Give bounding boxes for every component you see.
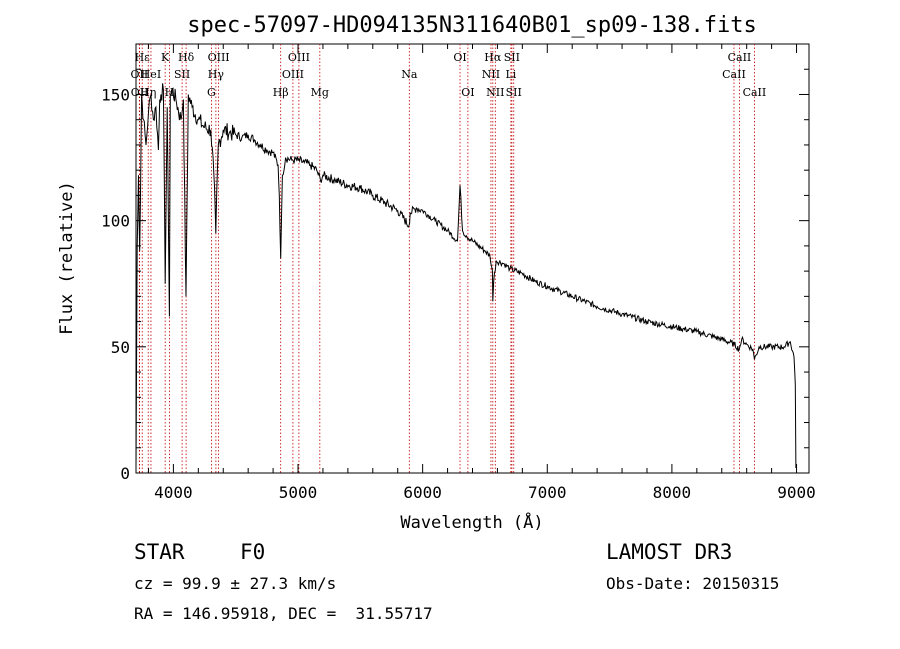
line-label: SII: [504, 51, 520, 64]
line-label: Hδ: [178, 51, 195, 64]
line-label: Li: [505, 68, 516, 81]
object-class: STAR: [134, 540, 185, 564]
coordinates: RA = 146.95918, DEC = 31.55717: [134, 604, 433, 623]
spectrum-line: [135, 83, 797, 469]
y-axis-label: Flux (relative): [57, 181, 77, 335]
line-label: Mg: [311, 86, 329, 99]
emission-line-markers: [138, 44, 755, 473]
survey-name: LAMOST DR3: [606, 540, 733, 564]
line-label: OI: [453, 51, 466, 64]
line-label: CaII: [728, 51, 752, 64]
line-label: Hβ: [273, 86, 289, 99]
y-axis-ticks: 0 50 100 150: [101, 68, 809, 483]
line-label: Hα: [484, 51, 502, 64]
line-label: OII: [131, 68, 149, 81]
line-label: CaII: [722, 68, 746, 81]
line-label: SII: [506, 86, 522, 99]
line-label: CaII: [743, 86, 767, 99]
line-label: Hγ: [208, 68, 225, 81]
redshift-cz: cz = 99.9 ± 27.3 km/s: [134, 574, 337, 593]
line-label: OII: [131, 86, 149, 99]
line-label: Hε: [135, 51, 151, 64]
x-axis-label: Wavelength (Å): [400, 511, 543, 533]
y-tick-label: 100: [101, 212, 130, 231]
y-tick-label: 150: [101, 85, 130, 104]
x-axis-ticks: 4000 5000 6000 7000 8000 9000: [147, 44, 816, 502]
y-tick-label: 50: [111, 338, 130, 357]
line-label: OIII: [208, 51, 230, 64]
line-label: OIII: [282, 68, 304, 81]
observation-date: Obs-Date: 20150315: [606, 574, 780, 593]
x-tick-label: 8000: [653, 483, 692, 502]
line-label: H: [165, 86, 175, 99]
line-label: Na: [401, 68, 418, 81]
line-label: G: [207, 86, 216, 99]
x-tick-label: 6000: [403, 483, 442, 502]
line-label: K: [161, 51, 170, 64]
x-tick-label: 7000: [528, 483, 567, 502]
object-subclass: F0: [240, 540, 266, 564]
line-label: OIII: [288, 51, 310, 64]
x-tick-label: 5000: [279, 483, 318, 502]
line-label: NII: [486, 86, 504, 99]
line-label: HeI: [141, 68, 161, 81]
x-tick-label: 9000: [777, 483, 816, 502]
chart-title: spec-57097-HD094135N311640B01_sp09-138.f…: [187, 13, 757, 38]
line-label: OI: [461, 86, 474, 99]
line-label: SII: [174, 68, 190, 81]
line-label: NII: [482, 68, 500, 81]
x-tick-label: 4000: [154, 483, 193, 502]
plot-frame: [135, 43, 810, 474]
y-tick-label: 0: [120, 464, 130, 483]
line-label: Hη: [140, 86, 156, 99]
